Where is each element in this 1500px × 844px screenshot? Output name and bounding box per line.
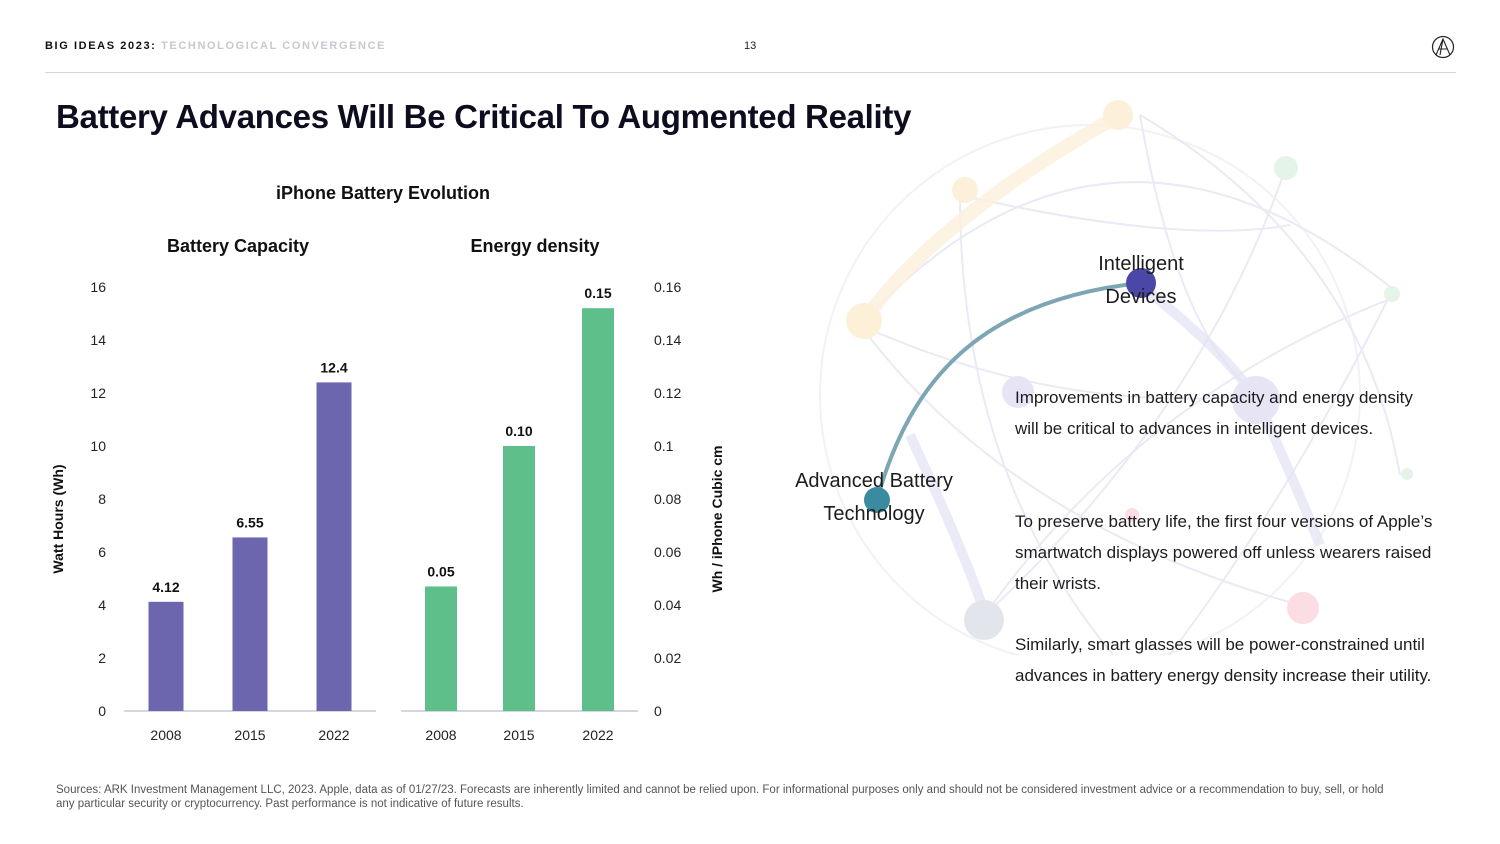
background-network-graphic	[819, 100, 1413, 655]
intelligent-devices-node	[1126, 268, 1156, 298]
advanced-battery-label-line1: Advanced Battery	[795, 470, 953, 492]
capacity-y-tick-label: 16	[90, 279, 106, 295]
intelligent-devices-label-line2: Devices	[1105, 286, 1177, 308]
density-y-tick-label: 0.16	[654, 279, 681, 295]
paragraph-3: Similarly, smart glasses will be power-c…	[1015, 635, 1432, 685]
density-value-label-2008: 0.05	[427, 563, 454, 579]
capacity-y-tick-label: 4	[98, 597, 106, 613]
capacity-value-label-2022: 12.4	[320, 359, 347, 375]
density-y-tick-label: 0.14	[654, 332, 681, 348]
density-y-axis-label: Wh / iPhone Cubic cm	[709, 445, 725, 592]
intelligent-devices-label: Intelligent Devices	[1061, 248, 1221, 314]
capacity-x-tick-label: 2015	[234, 727, 265, 743]
density-value-label-2022: 0.15	[584, 285, 611, 301]
density-bar-2015	[503, 446, 535, 711]
capacity-y-tick-label: 2	[98, 650, 106, 666]
advanced-battery-node	[864, 487, 890, 513]
density-x-tick-label: 2022	[582, 727, 613, 743]
density-value-label-2015: 0.10	[505, 423, 532, 439]
capacity-y-tick-label: 8	[98, 491, 106, 507]
density-y-tick-label: 0.08	[654, 491, 681, 507]
header-colon: :	[151, 40, 162, 52]
density-bar-2008	[425, 586, 457, 711]
density-y-tick-label: 0.1	[654, 438, 674, 454]
capacity-bar-2022	[316, 382, 352, 711]
convergence-arc	[875, 281, 1143, 502]
intelligent-devices-label-line1: Intelligent	[1098, 253, 1184, 275]
density-y-tick-label: 0.06	[654, 544, 681, 560]
capacity-y-tick-label: 10	[90, 438, 106, 454]
header-series: BIG IDEAS 2023	[45, 40, 152, 52]
density-x-tick-label: 2015	[503, 727, 534, 743]
header-topic: TECHNOLOGICAL CONVERGENCE	[161, 40, 387, 52]
battery-charts: iPhone Battery Evolution Battery Capacity…	[50, 183, 725, 743]
page-number: 13	[744, 40, 757, 52]
capacity-x-tick-label: 2008	[150, 727, 181, 743]
capacity-bar-2008	[148, 601, 184, 711]
header-bar: BIG IDEAS 2023: TECHNOLOGICAL CONVERGENC…	[45, 40, 386, 52]
capacity-value-label-2008: 4.12	[152, 579, 179, 595]
header-divider	[45, 72, 1456, 73]
advanced-battery-label-line2: Technology	[823, 503, 925, 525]
figure-title: iPhone Battery Evolution	[276, 183, 490, 203]
advanced-battery-label: Advanced Battery Technology	[774, 465, 974, 531]
capacity-x-tick-label: 2022	[318, 727, 349, 743]
capacity-y-axis-label: Watt Hours (Wh)	[50, 464, 66, 573]
capacity-y-tick-label: 0	[98, 703, 106, 719]
density-x-tick-label: 2008	[425, 727, 456, 743]
sources-footnote: Sources: ARK Investment Management LLC, …	[56, 784, 1384, 810]
capacity-chart-title: Battery Capacity	[167, 236, 309, 256]
density-chart-title: Energy density	[470, 236, 599, 256]
capacity-bar-2015	[232, 537, 268, 711]
density-y-tick-label: 0.04	[654, 597, 681, 613]
paragraph-2: To preserve battery life, the first four…	[1015, 512, 1433, 593]
capacity-y-tick-label: 14	[90, 332, 106, 348]
density-bar-2022	[582, 308, 614, 711]
ark-logo-icon	[1431, 35, 1455, 59]
density-y-tick-label: 0	[654, 703, 662, 719]
paragraph-1: Improvements in battery capacity and ene…	[1015, 388, 1413, 438]
capacity-y-tick-label: 6	[98, 544, 106, 560]
capacity-value-label-2015: 6.55	[236, 514, 263, 530]
capacity-y-tick-label: 12	[90, 385, 106, 401]
density-y-tick-label: 0.02	[654, 650, 681, 666]
page-title: Battery Advances Will Be Critical To Aug…	[56, 98, 912, 135]
density-y-tick-label: 0.12	[654, 385, 681, 401]
